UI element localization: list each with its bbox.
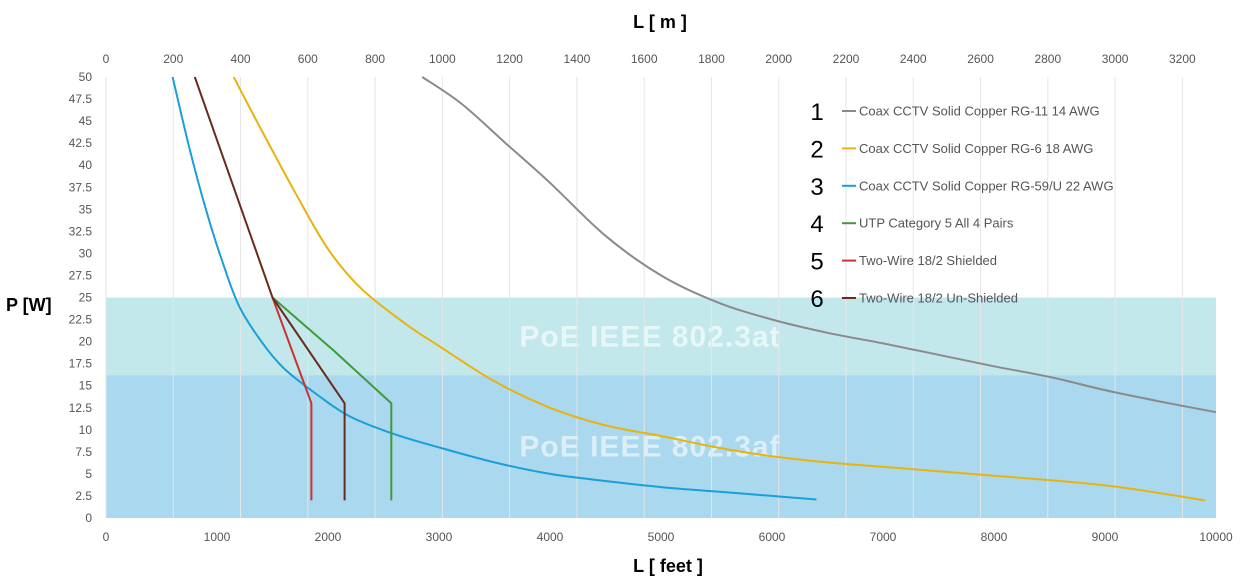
y-tick-1: 2.5 — [75, 489, 92, 503]
top-tick-9: 1800 — [698, 52, 725, 66]
legend-label-3: Coax CCTV Solid Copper RG-59/U 22 AWG — [859, 178, 1114, 193]
x-tick-2: 2000 — [315, 530, 342, 544]
y-tick-13: 32.5 — [69, 224, 93, 238]
legend-number-4: 4 — [810, 211, 823, 238]
y-tick-3: 7.5 — [75, 445, 92, 459]
top-tick-12: 2400 — [900, 52, 927, 66]
x-tick-7: 7000 — [870, 530, 897, 544]
legend-label-5: Two-Wire 18/2 Shielded — [859, 253, 997, 268]
top-tick-1: 200 — [163, 52, 183, 66]
top-tick-0: 0 — [103, 52, 110, 66]
y-tick-20: 50 — [79, 70, 93, 84]
top-tick-5: 1000 — [429, 52, 456, 66]
poe-bands: PoE IEEE 802.3af PoE IEEE 802.3at — [106, 297, 1216, 518]
y-tick-18: 45 — [79, 114, 93, 128]
y-tick-6: 15 — [79, 379, 93, 393]
y-tick-17: 42.5 — [69, 136, 93, 150]
top-tick-16: 3200 — [1169, 52, 1196, 66]
band-label-2: PoE IEEE 802.3at — [519, 320, 780, 353]
top-tick-7: 1400 — [564, 52, 591, 66]
legend-label-2: Coax CCTV Solid Copper RG-6 18 AWG — [859, 141, 1093, 156]
legend-label-6: Two-Wire 18/2 Un-Shielded — [859, 291, 1018, 306]
y-tick-7: 17.5 — [69, 357, 93, 371]
series-line-2 — [232, 76, 1206, 502]
legend-number-6: 6 — [810, 286, 823, 313]
x-tick-9: 9000 — [1092, 530, 1119, 544]
top-tick-3: 600 — [298, 52, 318, 66]
x-tick-3: 3000 — [426, 530, 453, 544]
y-tick-16: 40 — [79, 158, 93, 172]
y-tick-9: 22.5 — [69, 313, 93, 327]
chart-series — [171, 76, 1217, 502]
series-line-5 — [271, 297, 313, 501]
legend-number-2: 2 — [810, 136, 823, 163]
legend-number-5: 5 — [810, 249, 823, 276]
x-tick-1: 1000 — [204, 530, 231, 544]
y-tick-0: 0 — [85, 511, 92, 525]
top-tick-4: 800 — [365, 52, 385, 66]
top-axis-title: L [ m ] — [633, 12, 687, 32]
y-tick-12: 30 — [79, 246, 93, 260]
series-line-6 — [193, 76, 346, 501]
band-1 — [106, 375, 1216, 518]
top-tick-15: 3000 — [1102, 52, 1129, 66]
legend-label-1: Coax CCTV Solid Copper RG-11 14 AWG — [859, 104, 1100, 119]
y-tick-10: 25 — [79, 291, 93, 305]
x-tick-5: 5000 — [648, 530, 675, 544]
x-tick-0: 0 — [103, 530, 110, 544]
top-tick-11: 2200 — [833, 52, 860, 66]
y-tick-5: 12.5 — [69, 401, 93, 415]
y-tick-8: 20 — [79, 335, 93, 349]
series-line-4 — [271, 296, 393, 501]
legend-label-4: UTP Category 5 All 4 Pairs — [859, 216, 1014, 231]
top-tick-8: 1600 — [631, 52, 658, 66]
band-2 — [106, 297, 1216, 376]
y-tick-4: 10 — [79, 423, 93, 437]
axis-ticks: 0 200 400 600 800 1000 1200 1400 1600 1800 2000 220… — [69, 52, 1233, 544]
y-tick-14: 35 — [79, 202, 93, 216]
x-tick-4: 4000 — [537, 530, 564, 544]
x-axis-title: L [ feet ] — [633, 556, 703, 576]
top-tick-13: 2600 — [967, 52, 994, 66]
band-label-1: PoE IEEE 802.3af — [519, 431, 780, 464]
y-tick-15: 37.5 — [69, 180, 93, 194]
top-tick-2: 400 — [231, 52, 251, 66]
legend-number-3: 3 — [810, 174, 823, 201]
top-tick-10: 2000 — [765, 52, 792, 66]
y-tick-2: 5 — [85, 467, 92, 481]
y-axis-title: P [W] — [6, 295, 52, 315]
x-tick-6: 6000 — [759, 530, 786, 544]
x-tick-10: 10000 — [1199, 530, 1233, 544]
x-tick-8: 8000 — [981, 530, 1008, 544]
y-tick-19: 47.5 — [69, 92, 93, 106]
y-tick-11: 27.5 — [69, 268, 93, 282]
top-tick-14: 2800 — [1034, 52, 1061, 66]
legend-number-1: 1 — [810, 99, 823, 126]
series-line-1 — [421, 76, 1217, 414]
top-tick-6: 1200 — [496, 52, 523, 66]
series-line-3 — [171, 76, 817, 501]
chart-legend: 1 Coax CCTV Solid Copper RG-11 14 AWG 2 Coa… — [810, 99, 1113, 313]
